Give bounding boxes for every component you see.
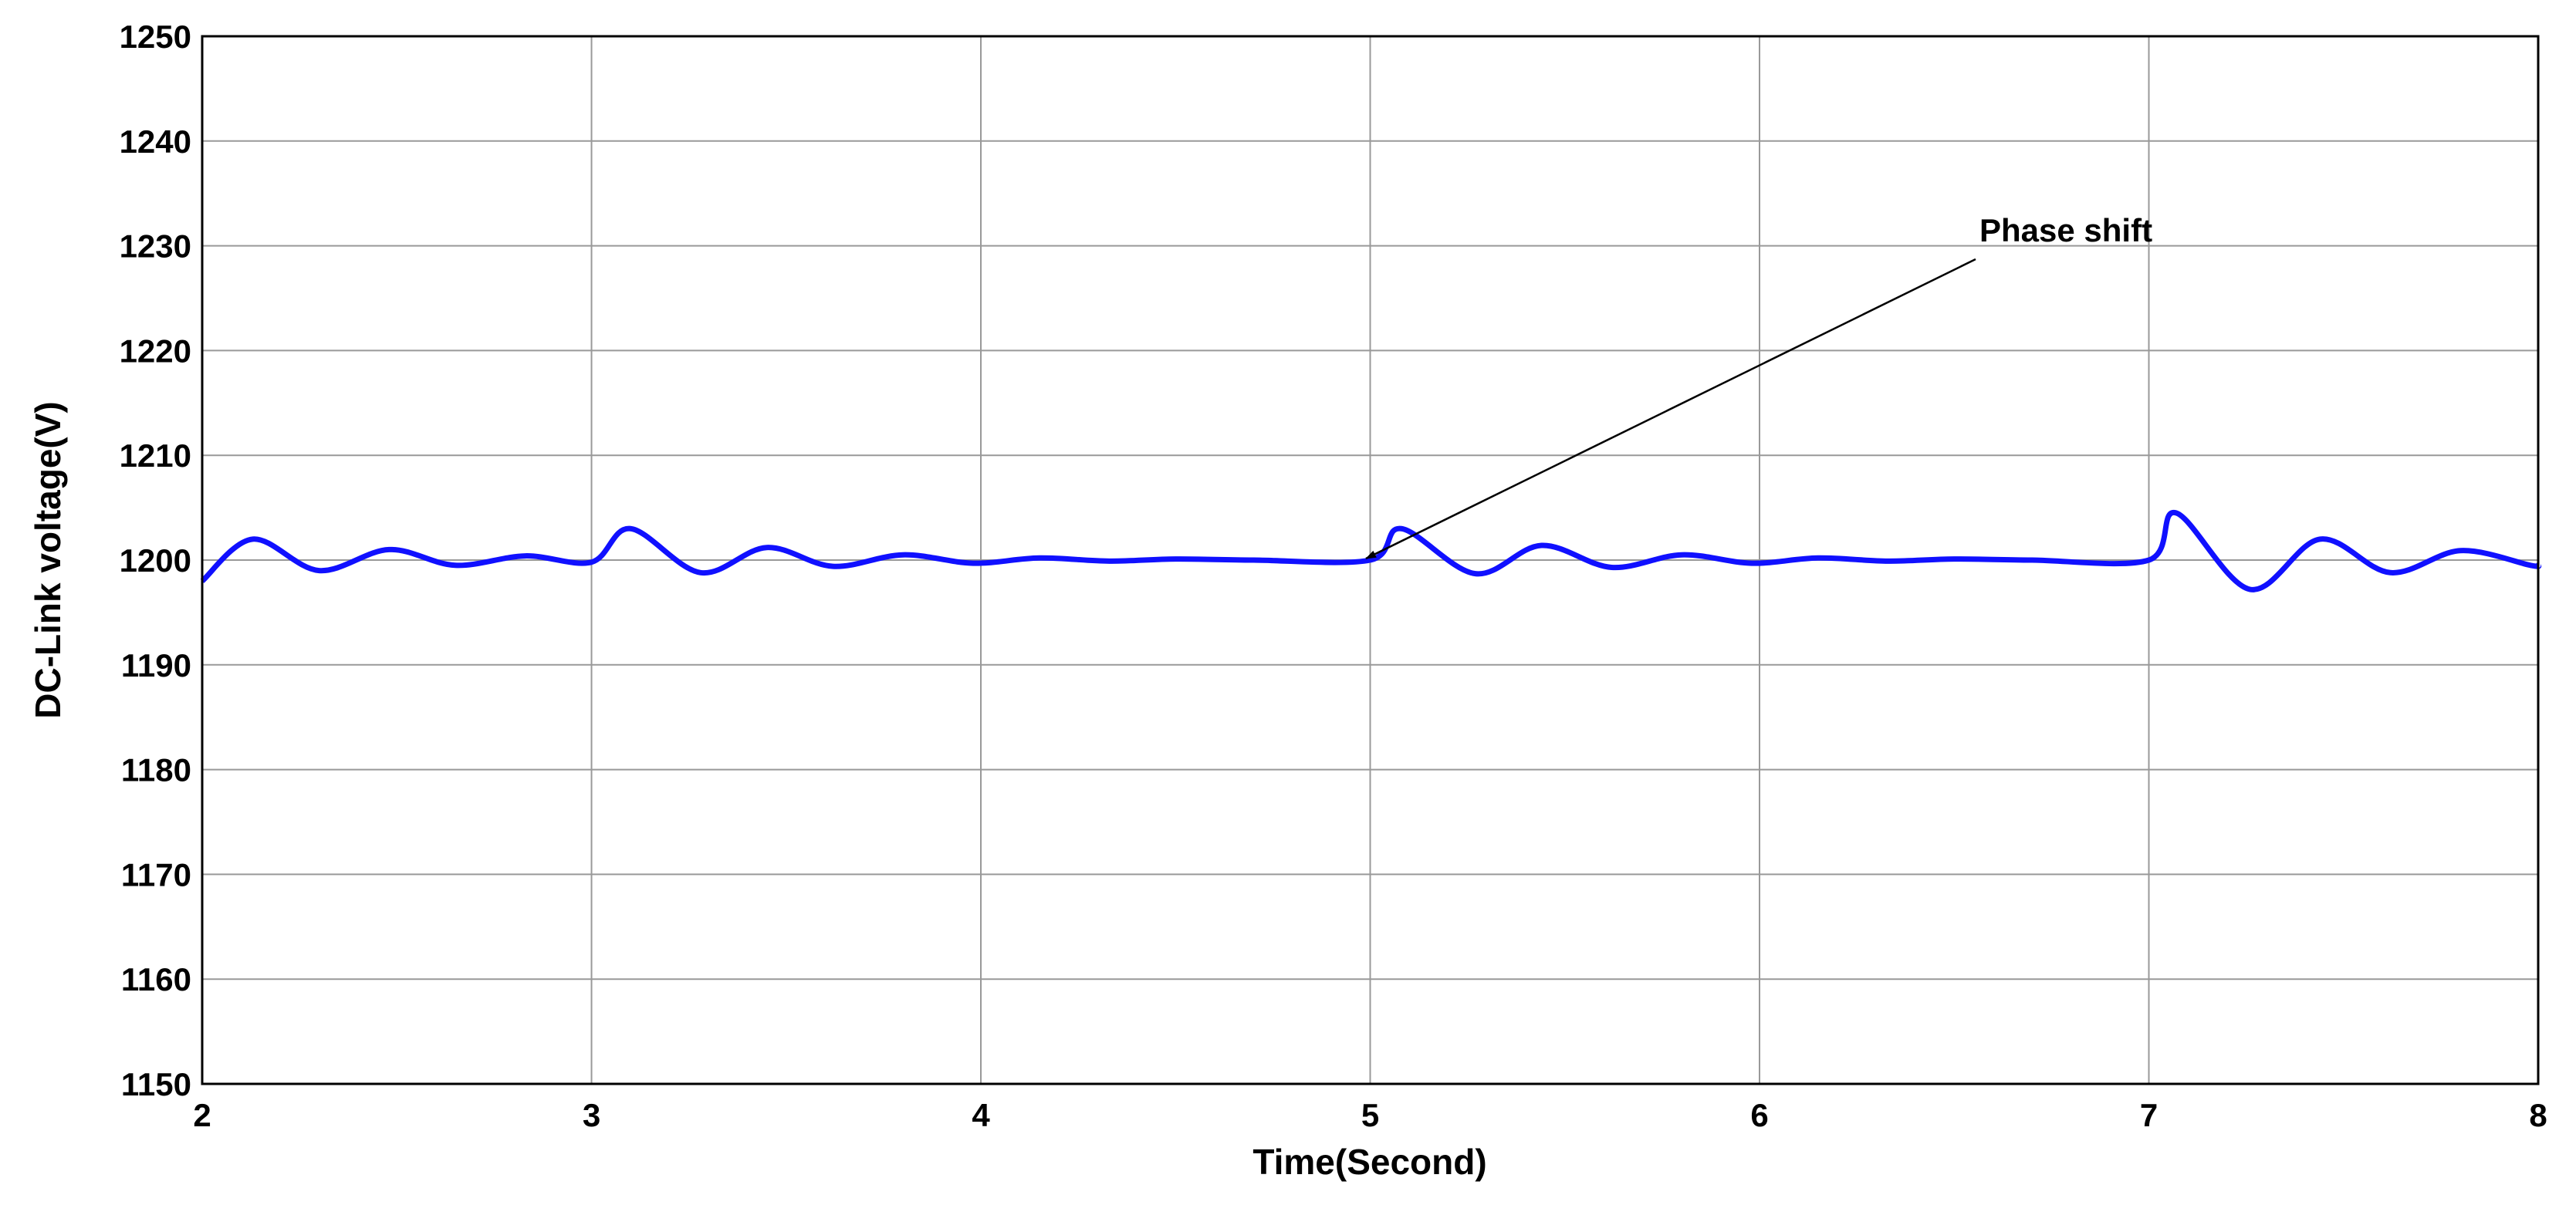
annotation-arrow (1365, 258, 1976, 560)
y-tick-label: 1200 (120, 542, 191, 579)
x-tick-label: 8 (2529, 1097, 2547, 1133)
y-tick-label: 1190 (121, 647, 191, 684)
x-tick-label: 4 (972, 1097, 990, 1133)
y-tick-label: 1170 (121, 856, 191, 893)
y-tick-label: 1220 (120, 332, 191, 369)
x-tick-label: 2 (193, 1097, 211, 1133)
voltage-line (200, 510, 2542, 592)
annotation: Phase shift (1979, 212, 2152, 248)
x-tick-label: 6 (1750, 1097, 1768, 1133)
y-tick-label: 1210 (120, 437, 191, 474)
y-tick-label: 1150 (121, 1066, 191, 1102)
x-tick-label: 7 (2140, 1097, 2158, 1133)
x-tick-label: 3 (583, 1097, 600, 1133)
y-tick-label: 1250 (120, 19, 191, 55)
y-tick-label: 1230 (120, 228, 191, 265)
y-tick-label: 1240 (120, 123, 191, 160)
x-tick-label: 5 (1361, 1097, 1379, 1133)
x-axis-title: Time(Second) (1253, 1142, 1486, 1182)
y-tick-label: 1180 (121, 752, 191, 788)
y-tick-label: 1160 (121, 961, 191, 997)
plot-frame (201, 35, 2540, 1085)
y-axis-title: DC-Link voltage(V) (28, 401, 68, 718)
